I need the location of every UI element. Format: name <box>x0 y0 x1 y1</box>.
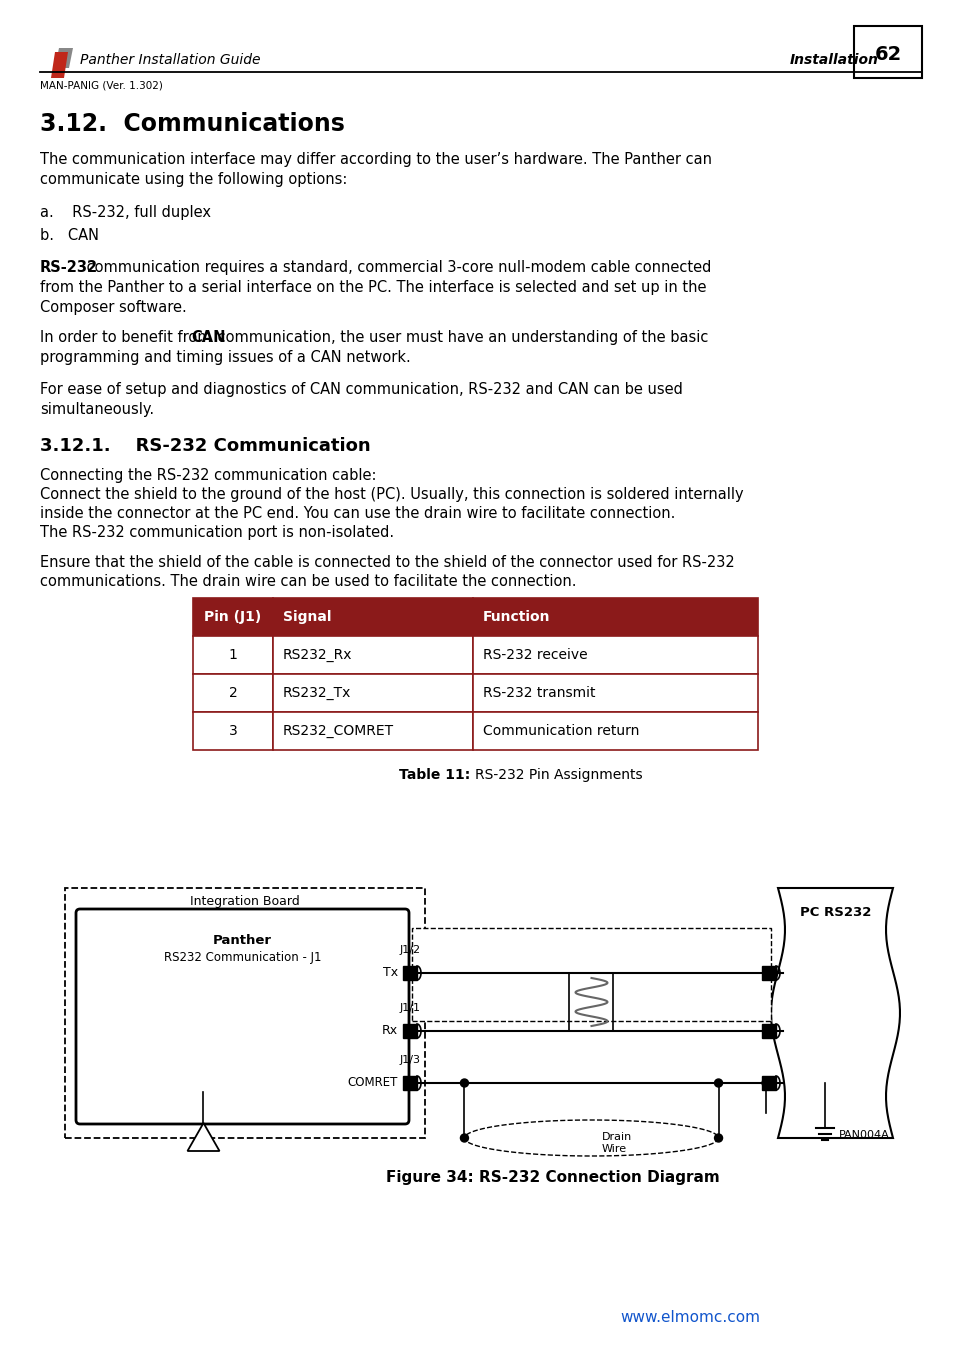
Text: 1: 1 <box>229 648 237 662</box>
Text: Panther: Panther <box>213 934 272 948</box>
Text: RS-232 receive: RS-232 receive <box>482 648 587 662</box>
Text: J1/3: J1/3 <box>399 1054 420 1065</box>
Text: Communication return: Communication return <box>482 724 639 738</box>
Text: 62: 62 <box>874 46 901 65</box>
Text: from the Panther to a serial interface on the PC. The interface is selected and : from the Panther to a serial interface o… <box>40 279 706 296</box>
Bar <box>65 888 424 1138</box>
Text: RS-232 Pin Assignments: RS-232 Pin Assignments <box>475 768 642 782</box>
Circle shape <box>460 1079 468 1087</box>
Text: Panther Installation Guide: Panther Installation Guide <box>80 53 260 68</box>
Text: Connecting the RS-232 communication cable:: Connecting the RS-232 communication cabl… <box>40 468 376 483</box>
Circle shape <box>761 1079 769 1087</box>
Bar <box>193 674 273 711</box>
Text: b.   CAN: b. CAN <box>40 228 99 243</box>
Text: Integration Board: Integration Board <box>190 895 299 909</box>
Bar <box>273 674 473 711</box>
Bar <box>473 711 758 751</box>
Text: RS232 Communication - J1: RS232 Communication - J1 <box>164 952 321 964</box>
Text: inside the connector at the PC end. You can use the drain wire to facilitate con: inside the connector at the PC end. You … <box>40 506 675 521</box>
Text: RS232_COMRET: RS232_COMRET <box>283 724 394 738</box>
Bar <box>402 1076 416 1089</box>
Text: Signal: Signal <box>283 610 331 624</box>
Text: Pin (J1): Pin (J1) <box>204 610 261 624</box>
Bar <box>193 636 273 674</box>
Text: The communication interface may differ according to the user’s hardware. The Pan: The communication interface may differ a… <box>40 153 711 167</box>
Text: Table 11:: Table 11: <box>399 768 475 782</box>
Text: www.elmomc.com: www.elmomc.com <box>619 1310 760 1324</box>
Bar <box>273 636 473 674</box>
FancyBboxPatch shape <box>76 909 409 1125</box>
Text: PAN004A: PAN004A <box>839 1130 889 1139</box>
Text: Tx: Tx <box>382 967 397 980</box>
Bar <box>761 1076 775 1089</box>
Bar <box>193 598 273 636</box>
Polygon shape <box>51 53 68 78</box>
Text: RS232_Tx: RS232_Tx <box>283 686 351 701</box>
Bar <box>473 636 758 674</box>
Text: Ensure that the shield of the cable is connected to the shield of the connector : Ensure that the shield of the cable is c… <box>40 555 734 570</box>
Text: RS-232 transmit: RS-232 transmit <box>482 686 595 701</box>
Circle shape <box>460 1134 468 1142</box>
Text: 3: 3 <box>229 724 237 738</box>
Polygon shape <box>770 888 899 1138</box>
Text: 3.12.  Communications: 3.12. Communications <box>40 112 345 136</box>
Polygon shape <box>55 49 73 68</box>
Text: Rx: Rx <box>381 1025 397 1038</box>
Text: Connect the shield to the ground of the host (PC). Usually, this connection is s: Connect the shield to the ground of the … <box>40 487 742 502</box>
Text: RS-232 Connection Diagram: RS-232 Connection Diagram <box>478 1170 719 1185</box>
Text: J1/1: J1/1 <box>399 1003 420 1012</box>
Text: In order to benefit from: In order to benefit from <box>40 329 216 346</box>
Text: Composer software.: Composer software. <box>40 300 187 315</box>
Circle shape <box>408 969 416 977</box>
Text: Figure 34:: Figure 34: <box>386 1170 478 1185</box>
Bar <box>273 598 473 636</box>
Text: MAN-PANIG (Ver. 1.302): MAN-PANIG (Ver. 1.302) <box>40 80 163 90</box>
Text: communication requires a standard, commercial 3-core null-modem cable connected: communication requires a standard, comme… <box>82 261 711 275</box>
Text: For ease of setup and diagnostics of CAN communication, RS-232 and CAN can be us: For ease of setup and diagnostics of CAN… <box>40 382 682 397</box>
Text: RS-232: RS-232 <box>40 261 98 275</box>
Text: 3.12.1.    RS-232 Communication: 3.12.1. RS-232 Communication <box>40 437 370 455</box>
Text: J1/2: J1/2 <box>399 945 420 954</box>
Text: CAN: CAN <box>191 329 226 346</box>
Circle shape <box>714 1079 721 1087</box>
Bar <box>402 1025 416 1038</box>
Text: a.    RS-232, full duplex: a. RS-232, full duplex <box>40 205 211 220</box>
Text: 2: 2 <box>229 686 237 701</box>
Text: RS232_Rx: RS232_Rx <box>283 648 352 662</box>
Text: Function: Function <box>482 610 550 624</box>
Bar <box>402 967 416 980</box>
Bar <box>193 711 273 751</box>
Bar <box>761 1025 775 1038</box>
Text: communicate using the following options:: communicate using the following options: <box>40 171 347 188</box>
Text: communications. The drain wire can be used to facilitate the connection.: communications. The drain wire can be us… <box>40 574 576 589</box>
Circle shape <box>766 969 774 977</box>
Bar <box>853 26 921 78</box>
Text: The RS-232 communication port is non-isolated.: The RS-232 communication port is non-iso… <box>40 525 394 540</box>
Bar <box>473 598 758 636</box>
Text: Drain
Wire: Drain Wire <box>601 1131 631 1154</box>
Polygon shape <box>188 1123 219 1152</box>
Text: simultaneously.: simultaneously. <box>40 402 154 417</box>
Bar <box>761 967 775 980</box>
Text: programming and timing issues of a CAN network.: programming and timing issues of a CAN n… <box>40 350 411 365</box>
Circle shape <box>714 1134 721 1142</box>
Text: communication, the user must have an understanding of the basic: communication, the user must have an und… <box>213 329 707 346</box>
Bar <box>473 674 758 711</box>
Text: Installation: Installation <box>789 53 878 68</box>
Bar <box>273 711 473 751</box>
Text: COMRET: COMRET <box>347 1076 397 1089</box>
Text: PC RS232: PC RS232 <box>799 906 870 919</box>
Bar <box>412 927 770 1021</box>
